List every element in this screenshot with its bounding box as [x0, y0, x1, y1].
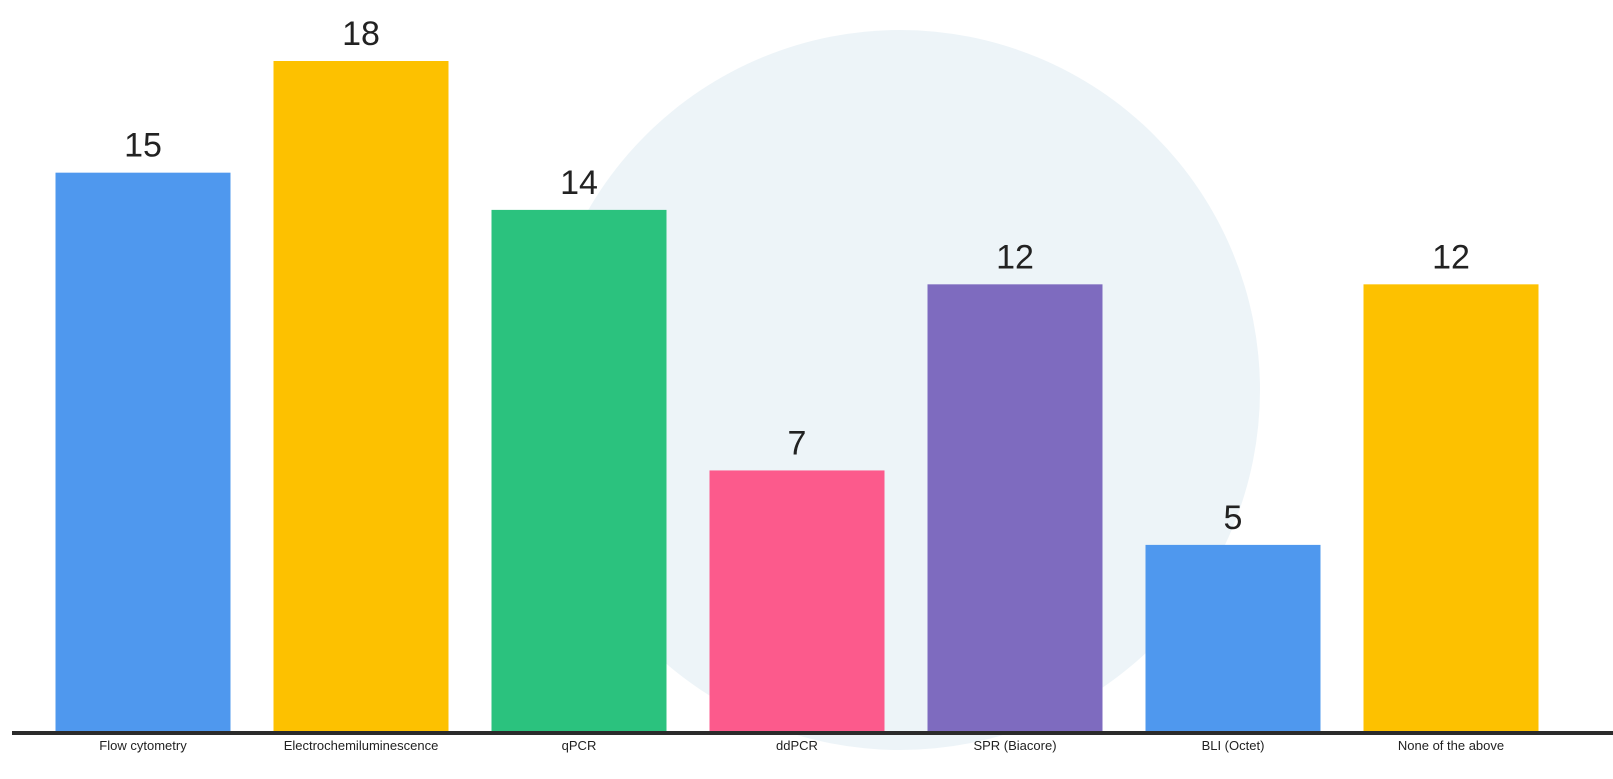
bar — [927, 284, 1103, 731]
x-tick-label: SPR (Biacore) — [973, 738, 1056, 753]
value-label: 14 — [560, 164, 598, 202]
bar — [273, 61, 449, 731]
bar — [1363, 284, 1539, 731]
value-label: 12 — [1432, 238, 1470, 276]
x-tick-label: Electrochemiluminescence — [284, 738, 439, 753]
x-tick-label: Flow cytometry — [99, 738, 187, 753]
value-label: 7 — [788, 424, 807, 462]
x-tick-label: BLI (Octet) — [1202, 738, 1265, 753]
value-label: 12 — [996, 238, 1034, 276]
bar — [1145, 544, 1321, 731]
bar — [709, 470, 885, 731]
bar — [55, 172, 231, 731]
x-tick-label: None of the above — [1398, 738, 1504, 753]
value-label: 18 — [342, 15, 380, 53]
x-tick-label: qPCR — [562, 738, 597, 753]
value-label: 5 — [1224, 499, 1243, 537]
bar — [491, 209, 667, 731]
value-label: 15 — [124, 127, 162, 165]
x-tick-label: ddPCR — [776, 738, 818, 753]
